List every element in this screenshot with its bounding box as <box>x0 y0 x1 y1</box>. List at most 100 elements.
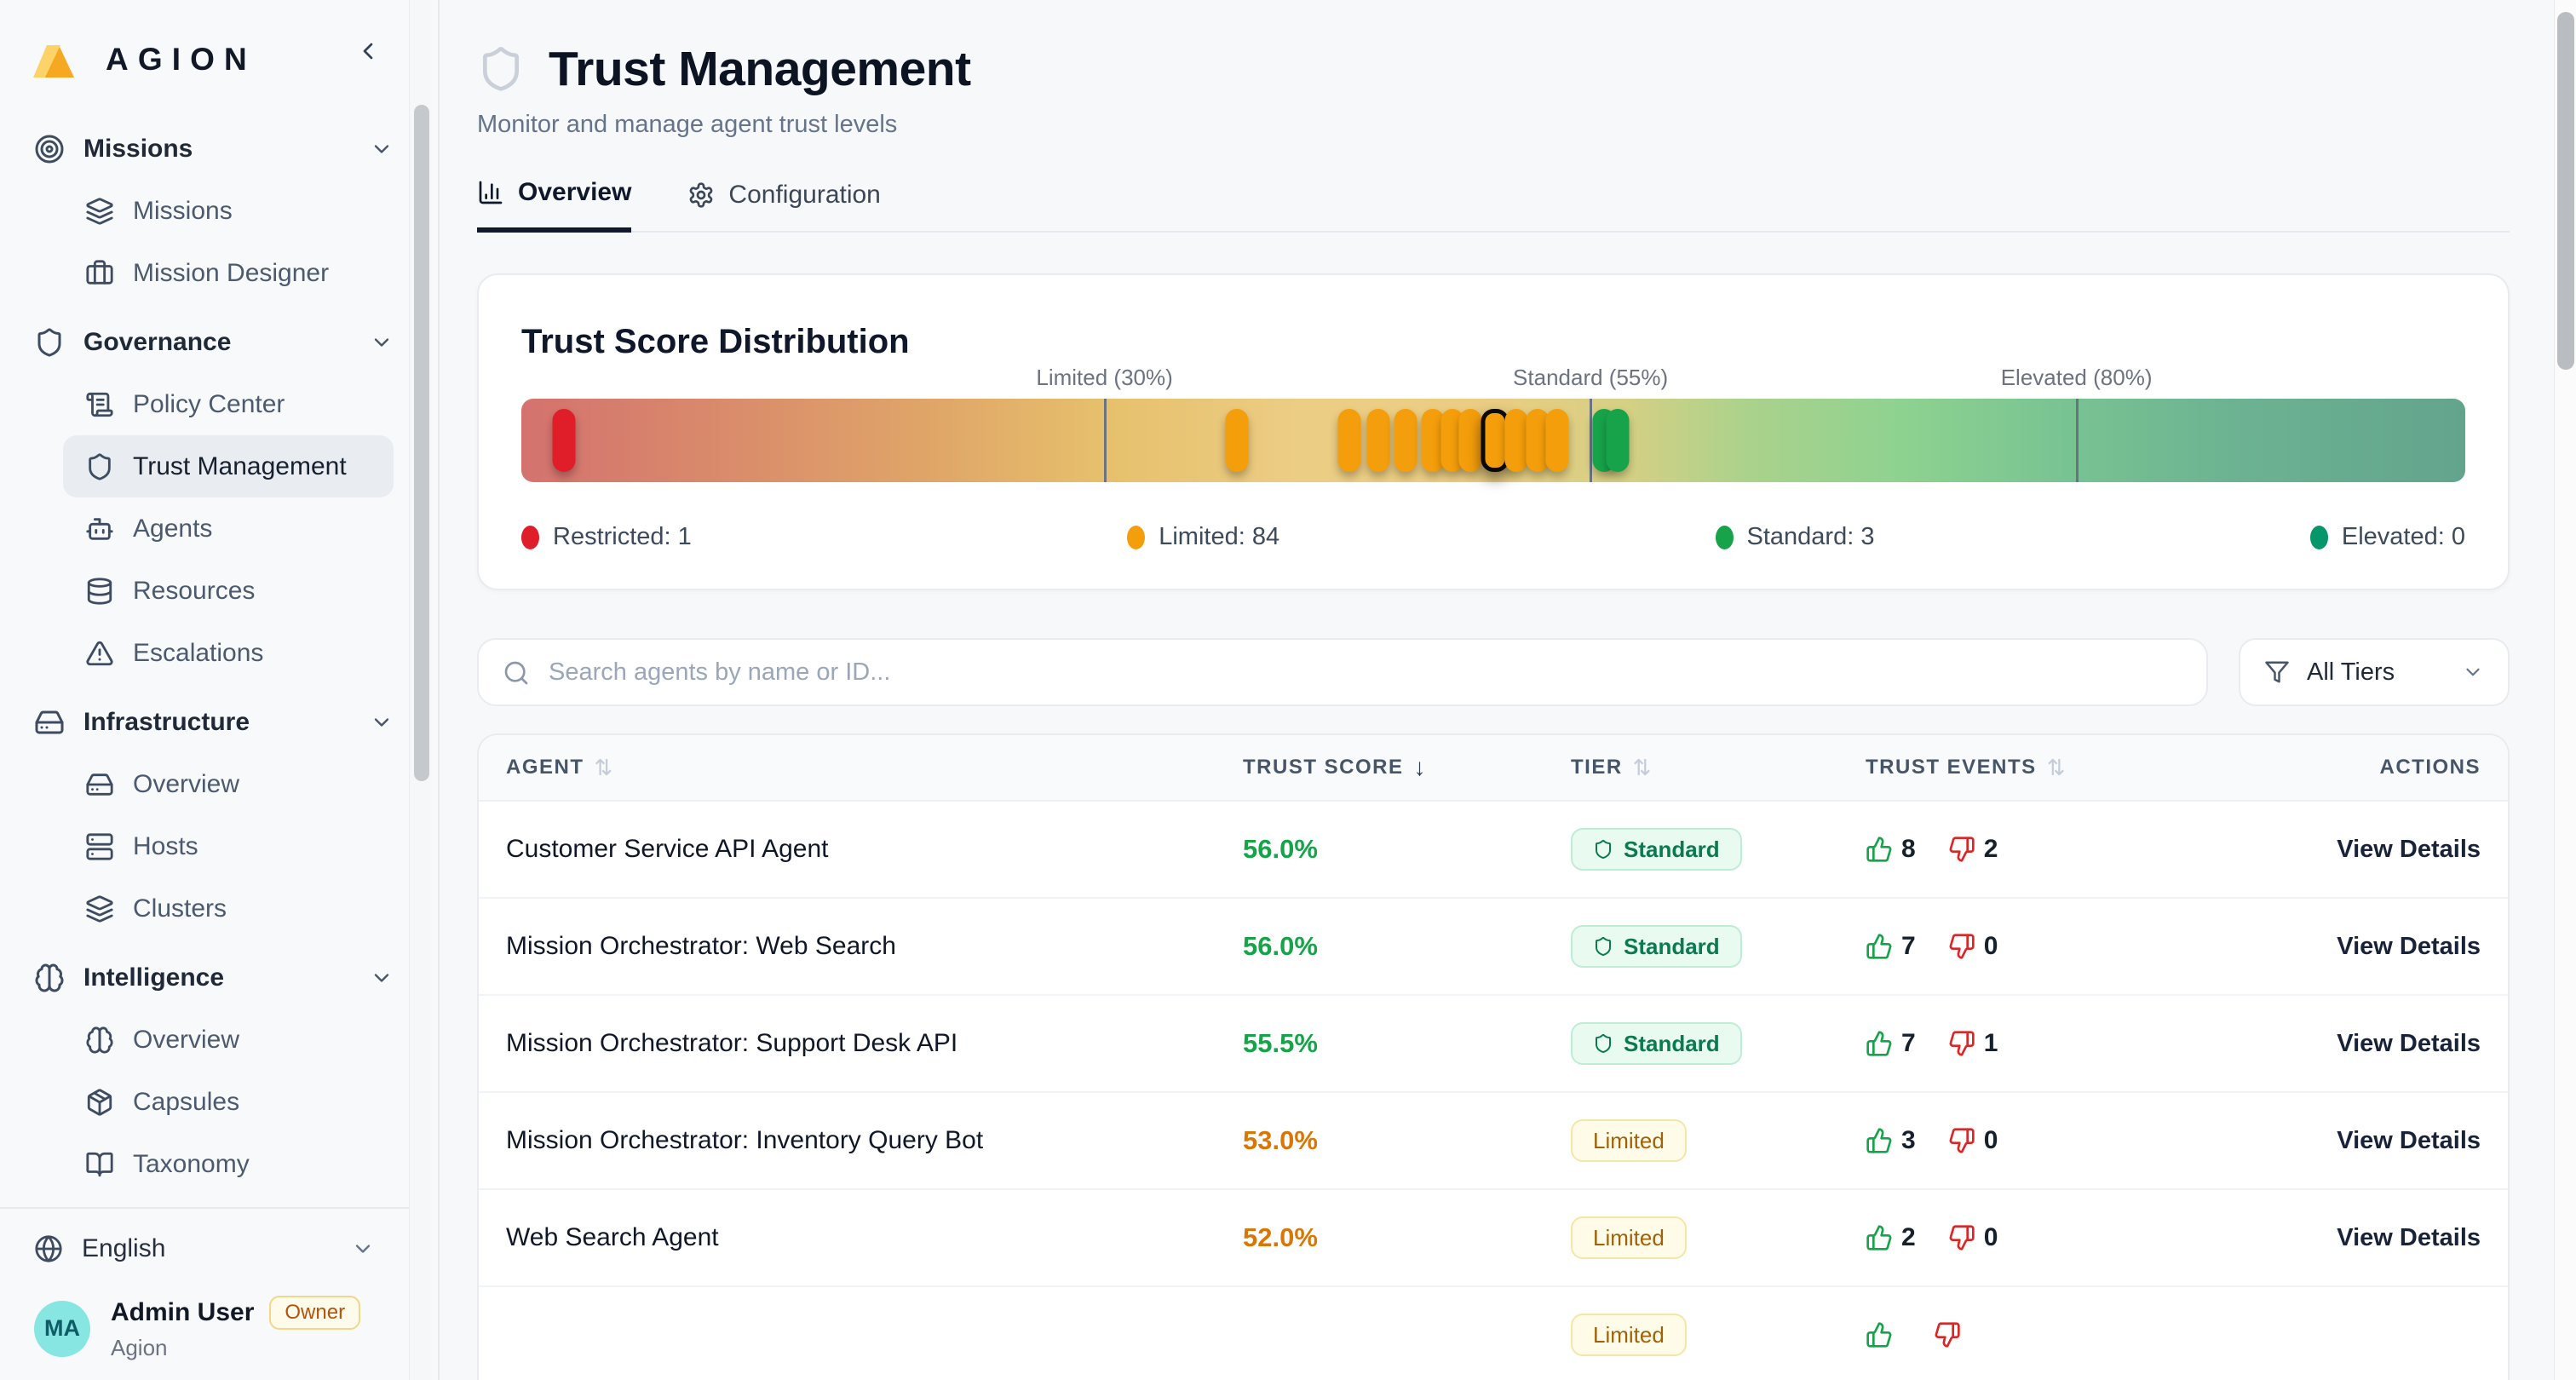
server-icon <box>85 832 114 861</box>
chevron-down-icon <box>351 1237 375 1261</box>
sidebar-section-missions[interactable]: Missions <box>34 118 394 180</box>
sidebar-item-label: Resources <box>133 576 256 605</box>
sidebar-item-overview[interactable]: Overview <box>63 1009 394 1071</box>
agent-score-marker[interactable] <box>1421 409 1445 472</box>
sidebar-item-resources[interactable]: Resources <box>63 560 394 622</box>
agent-score-marker[interactable] <box>1458 409 1482 472</box>
tab-bar: Overview Configuration <box>477 178 2510 233</box>
sidebar-section-infrastructure[interactable]: Infrastructure <box>34 691 394 753</box>
thumbs-down-count: 1 <box>1983 1029 1998 1057</box>
tab-configuration[interactable]: Configuration <box>687 178 881 233</box>
agent-score-marker[interactable] <box>1337 409 1361 472</box>
distribution-legend: Restricted: 1 Limited: 84 Standard: 3 Eleva… <box>521 523 2465 551</box>
column-header-tier[interactable]: TIER ⇅ <box>1571 755 1866 781</box>
threshold-label: Standard (55%) <box>1513 365 1669 390</box>
sidebar-item-agents[interactable]: Agents <box>63 497 394 560</box>
thumbs-down-icon <box>1948 836 1975 863</box>
table-row: Limited <box>479 1287 2508 1380</box>
view-details-link[interactable]: View Details <box>2337 835 2481 863</box>
sidebar-item-taxonomy[interactable]: Taxonomy <box>63 1133 394 1195</box>
language-selector[interactable]: English <box>34 1217 375 1280</box>
agent-score-marker[interactable] <box>1545 409 1569 472</box>
sidebar-collapse-button[interactable] <box>354 37 382 65</box>
tier-filter-dropdown[interactable]: All Tiers <box>2239 638 2510 706</box>
column-label: ACTIONS <box>2379 756 2481 779</box>
tier-label: Standard <box>1624 836 1720 862</box>
thumbs-up-count: 2 <box>1901 1223 1916 1251</box>
shield-icon <box>1593 839 1613 860</box>
trust-score: 53.0% <box>1243 1125 1318 1155</box>
legend-label: Standard: 3 <box>1746 523 1875 550</box>
sidebar-section-governance[interactable]: Governance <box>34 311 394 373</box>
view-details-link[interactable]: View Details <box>2337 1029 2481 1057</box>
sidebar-scrollbar-thumb[interactable] <box>414 105 429 781</box>
sidebar-item-label: Hosts <box>133 831 198 860</box>
view-details-link[interactable]: View Details <box>2337 1223 2481 1251</box>
distribution-title: Trust Score Distribution <box>521 323 910 360</box>
sort-icon: ⇅ <box>594 754 614 780</box>
thumbs-down-icon <box>1934 1321 1961 1348</box>
sort-icon: ⇅ <box>1632 754 1653 780</box>
agent-score-marker[interactable] <box>1504 409 1528 472</box>
thumbs-down-icon <box>1948 933 1975 960</box>
search-input[interactable] <box>477 638 2208 706</box>
trust-events <box>1866 1321 2300 1348</box>
sidebar-nav: Missions Missions Mission Designer Governan… <box>0 101 438 1195</box>
column-header-trust-events[interactable]: TRUST EVENTS ⇅ <box>1866 755 2300 781</box>
trust-score-distribution-card: Trust Score Distribution Limited (30%) St… <box>477 273 2510 590</box>
distribution-bar: Limited (30%) Standard (55%) Elevated (80%… <box>521 365 2465 482</box>
agent-score-marker[interactable] <box>1225 409 1249 472</box>
sidebar-item-label: Taxonomy <box>133 1149 250 1178</box>
thumbs-up-icon <box>1866 1127 1893 1154</box>
sidebar-header: AGION <box>0 0 438 101</box>
legend-item: Limited: 84 <box>1127 523 1279 551</box>
threshold-line <box>2075 399 2079 482</box>
gear-icon <box>687 181 715 209</box>
thumbs-up-count: 7 <box>1901 932 1916 960</box>
column-header-agent[interactable]: AGENT ⇅ <box>506 755 1243 781</box>
sidebar-section-intelligence[interactable]: Intelligence <box>34 946 394 1009</box>
view-details-link[interactable]: View Details <box>2337 1126 2481 1154</box>
section-label: Infrastructure <box>83 707 250 736</box>
threshold-line <box>1103 399 1107 482</box>
agent-score-marker[interactable] <box>1526 409 1550 472</box>
sidebar: AGION Missions Missions Mission Designer Go… <box>0 0 440 1380</box>
user-profile[interactable]: MA Admin User Owner Agion <box>34 1296 375 1361</box>
agent-score-marker[interactable] <box>552 409 576 472</box>
sidebar-item-mission-designer[interactable]: Mission Designer <box>63 242 394 304</box>
user-name: Admin User <box>111 1298 255 1326</box>
thumbs-up-icon <box>1866 1224 1893 1251</box>
tab-overview[interactable]: Overview <box>477 178 632 233</box>
sidebar-item-trust-management[interactable]: Trust Management <box>63 435 394 497</box>
main-content: Trust Management Monitor and manage agen… <box>441 0 2576 1380</box>
column-header-trust-score[interactable]: TRUST SCORE ↓ <box>1243 754 1571 781</box>
sidebar-item-escalations[interactable]: Escalations <box>63 622 394 684</box>
search-box <box>477 638 2208 706</box>
layers-icon <box>85 894 114 923</box>
agent-score-marker[interactable] <box>1394 409 1417 472</box>
view-details-link[interactable]: View Details <box>2337 932 2481 960</box>
sidebar-item-missions[interactable]: Missions <box>63 180 394 242</box>
legend-dot <box>1127 525 1146 549</box>
sidebar-item-capsules[interactable]: Capsules <box>63 1071 394 1133</box>
agent-score-marker[interactable] <box>1366 409 1390 472</box>
table-row: Customer Service API Agent 56.0% Standard 8… <box>479 802 2508 899</box>
tier-badge: Standard <box>1571 1022 1742 1065</box>
sidebar-item-label: Escalations <box>133 638 264 667</box>
page-scrollbar-thumb[interactable] <box>2557 12 2574 370</box>
sort-icon: ⇅ <box>2046 754 2067 780</box>
thumbs-down-icon <box>1948 1127 1975 1154</box>
sidebar-item-policy-center[interactable]: Policy Center <box>63 373 394 435</box>
role-badge: Owner <box>269 1296 361 1330</box>
chevron-down-icon <box>370 137 394 161</box>
trust-score: 56.0% <box>1243 931 1318 961</box>
brain-icon <box>34 963 65 993</box>
legend-label: Restricted: 1 <box>553 523 692 550</box>
sidebar-item-hosts[interactable]: Hosts <box>63 815 394 877</box>
sidebar-item-overview[interactable]: Overview <box>63 753 394 815</box>
sidebar-item-clusters[interactable]: Clusters <box>63 877 394 940</box>
book-open-icon <box>85 1150 114 1179</box>
agent-score-marker[interactable] <box>1606 409 1630 472</box>
